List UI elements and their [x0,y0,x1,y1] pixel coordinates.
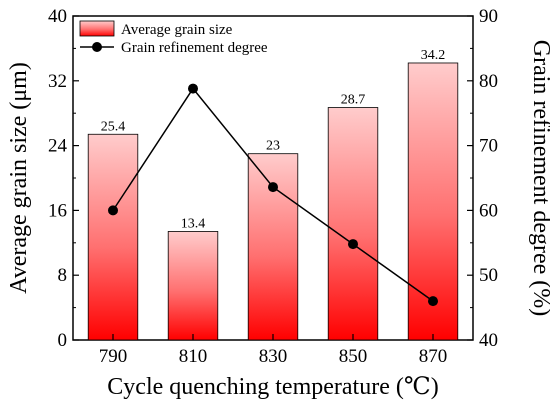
legend-bar-label: Average grain size [121,22,233,38]
y2-axis-title: Grain refinement degree (%) [528,40,550,317]
bar-830 [247,153,299,341]
left-tick-label: 0 [58,330,68,351]
bar-810 [167,231,219,341]
right-tick-label: 50 [479,265,498,286]
left-tick-label: 32 [48,71,67,92]
bar-value-label: 13.4 [181,216,206,231]
right-tick-label: 40 [479,330,498,351]
bar-value-label: 28.7 [341,93,366,108]
left-tick-label: 24 [48,136,68,157]
bar-value-label: 23 [266,139,280,154]
refinement-point-830 [268,182,278,193]
refinement-point-790 [108,205,118,216]
bar-labels-group: 25.4 13.4 23 28.7 34.2 [101,48,446,231]
bar-value-label: 34.2 [421,48,446,63]
x-tick-label: 790 [99,346,128,367]
x-tick-label: 850 [339,346,368,367]
bar-870 [407,62,459,341]
legend: Average grain size Grain refinement degr… [79,20,268,56]
refinement-point-870 [428,296,438,307]
y-axis-title: Average grain size (μm) [6,62,32,294]
right-tick-label: 60 [479,200,498,221]
right-tick-label: 70 [479,136,498,157]
left-axis-ticks: 0 8 16 24 32 40 [48,6,79,351]
bar-850 [327,107,379,341]
legend-bar-swatch [79,20,115,37]
refinement-point-810 [188,83,198,94]
line-series-group [108,83,438,307]
x-axis-ticks: 790 810 830 850 870 [99,334,448,367]
left-tick-label: 16 [48,200,67,221]
x-tick-label: 870 [419,346,448,367]
right-tick-label: 90 [479,6,498,27]
right-axis-ticks: 40 50 60 70 80 90 [467,6,498,351]
left-tick-label: 40 [48,6,67,27]
left-tick-label: 8 [58,265,68,286]
x-tick-label: 830 [259,346,288,367]
bar-790 [87,133,139,341]
x-axis-title: Cycle quenching temperature (℃) [107,374,438,400]
right-tick-label: 80 [479,71,498,92]
legend-line-label: Grain refinement degree [121,40,268,56]
legend-line-marker [92,42,102,52]
refinement-point-850 [348,239,358,250]
bars-group [87,62,459,341]
x-tick-label: 810 [179,346,208,367]
bar-value-label: 25.4 [101,119,126,134]
